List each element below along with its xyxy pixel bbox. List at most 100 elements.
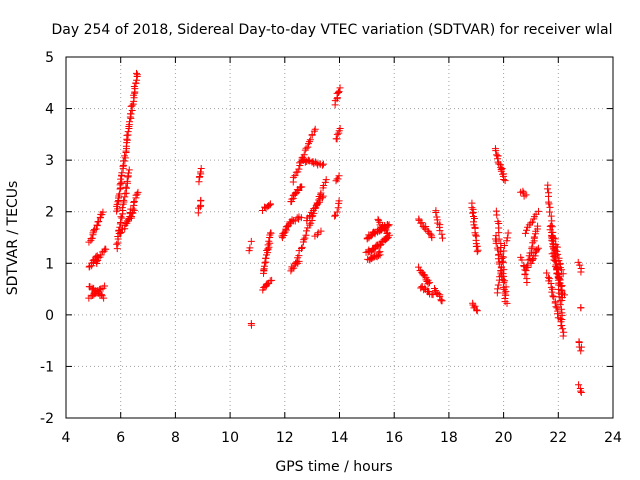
data-point (297, 214, 305, 222)
data-point (369, 253, 377, 261)
data-point (521, 229, 529, 237)
data-point (499, 257, 507, 265)
data-point (99, 208, 107, 216)
data-point (473, 306, 481, 314)
data-point (495, 235, 503, 243)
data-point (122, 183, 130, 191)
data-point (375, 217, 383, 225)
x-tick-label: 6 (116, 430, 125, 446)
data-point (117, 229, 125, 237)
data-point (100, 294, 108, 302)
y-tick-label: 2 (45, 205, 54, 221)
data-point (332, 211, 340, 219)
data-point (288, 216, 296, 224)
data-point (92, 225, 100, 233)
data-point (114, 233, 122, 241)
data-point (472, 242, 480, 250)
data-point (334, 175, 342, 183)
data-point (535, 207, 543, 215)
data-point (554, 250, 562, 258)
data-point (547, 222, 555, 230)
data-point (577, 389, 585, 397)
data-point (421, 272, 429, 280)
data-point (303, 227, 311, 235)
data-point (298, 183, 306, 191)
data-point (121, 152, 129, 160)
data-point (385, 231, 393, 239)
data-point (543, 185, 551, 193)
data-point (90, 226, 98, 234)
data-point (497, 263, 505, 271)
data-point (297, 244, 305, 252)
axis-ticks (65, 56, 614, 419)
data-point (559, 270, 567, 278)
data-point (247, 321, 255, 329)
x-tick-label: 20 (495, 430, 513, 446)
x-tick-label: 8 (171, 430, 180, 446)
data-point (117, 175, 125, 183)
data-point (558, 297, 566, 305)
data-point (302, 231, 310, 239)
data-point (262, 254, 270, 262)
data-point (113, 245, 121, 253)
data-point (197, 196, 205, 204)
data-point (556, 315, 564, 323)
data-point (438, 230, 446, 238)
data-point (420, 224, 428, 232)
data-point (376, 248, 384, 256)
data-point (493, 151, 501, 159)
data-point (314, 200, 322, 208)
x-tick-label: 10 (221, 430, 239, 446)
data-point (474, 246, 482, 254)
y-tick-label: 4 (45, 102, 54, 118)
data-point (503, 299, 511, 307)
data-point (497, 248, 505, 256)
data-point (319, 192, 327, 200)
grid-lines (66, 57, 613, 418)
data-point (577, 268, 585, 276)
data-point (335, 88, 343, 96)
data-point (421, 284, 429, 292)
data-point (317, 227, 325, 235)
data-point (333, 130, 341, 138)
data-point (558, 266, 566, 274)
data-point (529, 218, 537, 226)
data-point (264, 241, 272, 249)
data-point (133, 69, 141, 77)
data-point (93, 222, 101, 230)
data-point (291, 172, 299, 180)
data-point (492, 147, 500, 155)
x-tick-label: 18 (440, 430, 458, 446)
data-point (552, 303, 560, 311)
data-point (130, 82, 138, 90)
data-point (518, 256, 526, 264)
data-point (555, 257, 563, 265)
data-point (424, 280, 432, 288)
data-point (473, 307, 481, 315)
data-point (530, 233, 538, 241)
x-tick-label: 4 (62, 430, 71, 446)
data-point (381, 225, 389, 233)
data-point (438, 297, 446, 305)
data-point (493, 244, 501, 252)
data-point (295, 165, 303, 173)
data-point (94, 257, 102, 265)
data-point (114, 198, 122, 206)
data-point (331, 212, 339, 220)
x-tick-label: 22 (549, 430, 567, 446)
data-point (496, 273, 504, 281)
data-point (126, 212, 134, 220)
data-point (118, 169, 126, 177)
data-point (268, 276, 276, 284)
y-tick-label: 0 (45, 308, 54, 324)
data-point (315, 198, 323, 206)
y-tick-label: -1 (40, 359, 54, 375)
data-point (318, 161, 326, 169)
chart-title: Day 254 of 2018, Sidereal Day-to-day VTE… (51, 22, 612, 38)
data-point (125, 166, 133, 174)
data-point (118, 204, 126, 212)
data-point (336, 84, 344, 92)
data-point (439, 234, 447, 242)
data-point (261, 259, 269, 267)
